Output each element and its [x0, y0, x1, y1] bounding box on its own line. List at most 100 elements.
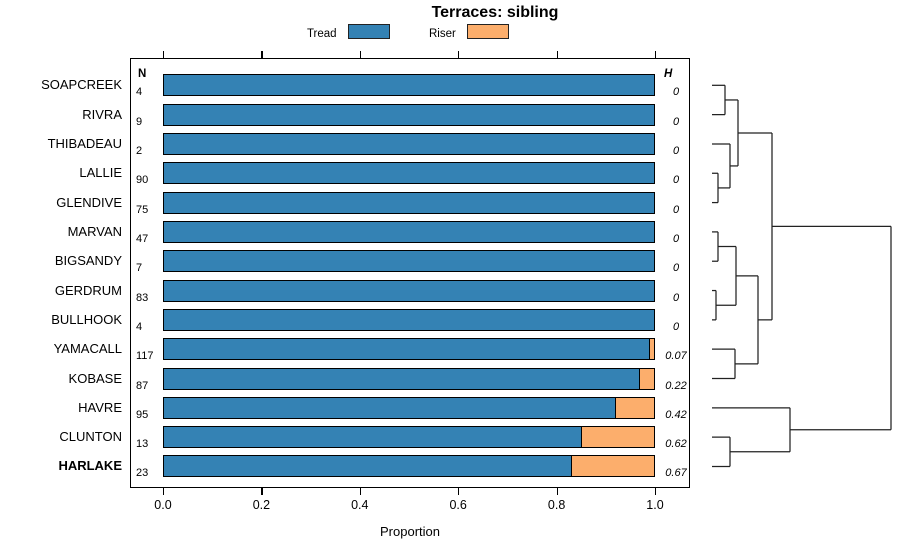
bar-tread-segment	[164, 221, 654, 242]
bar-tread-segment	[164, 251, 654, 272]
h-value: 0.67	[665, 467, 687, 480]
legend-label-riser: Riser	[428, 28, 456, 40]
x-tick-label: 0.8	[547, 498, 566, 512]
h-value: 0.22	[665, 379, 687, 392]
series-label: GLENDIVE	[56, 194, 122, 210]
bar	[163, 396, 655, 419]
x-axis-title: Proportion	[380, 524, 440, 539]
h-value: 0	[672, 291, 680, 304]
bar	[163, 74, 655, 97]
n-value: 4	[136, 86, 143, 99]
bar-tread-segment	[164, 397, 615, 418]
n-value: 9	[136, 115, 143, 128]
plot-area-frame	[130, 58, 690, 488]
x-tick-bottom	[556, 488, 558, 495]
x-tick-bottom	[261, 488, 263, 495]
x-tick-top	[261, 51, 263, 58]
series-label: CLUNTON	[59, 429, 122, 445]
series-label: LALLIE	[79, 165, 122, 181]
x-tick-bottom	[359, 488, 361, 495]
bar-riser-segment	[639, 368, 654, 389]
bar	[163, 426, 655, 449]
h-value: 0	[672, 262, 680, 275]
x-tick-bottom	[163, 488, 165, 495]
bar-riser-segment	[649, 339, 654, 360]
bar-tread-segment	[164, 104, 654, 125]
bar-tread-segment	[164, 456, 571, 477]
h-value: 0	[672, 115, 680, 128]
series-label: THIBADEAU	[47, 135, 122, 151]
series-label: MARVAN	[67, 223, 122, 239]
bar	[163, 308, 655, 331]
legend-item-riser: Riser	[428, 24, 510, 40]
h-value: 0	[672, 86, 680, 99]
series-label: RIVRA	[82, 106, 122, 122]
bar	[163, 279, 655, 302]
x-tick-top	[556, 51, 558, 58]
n-value: 23	[136, 467, 149, 480]
bar	[163, 250, 655, 273]
bar-tread-segment	[164, 368, 640, 389]
chart-title-text: Terraces: sibling	[431, 4, 559, 21]
bar-riser-segment	[614, 397, 654, 418]
n-column-header: N	[138, 68, 147, 80]
series-label: KOBASE	[68, 370, 122, 386]
h-value: 0.62	[665, 438, 687, 451]
series-label: BULLHOOK	[51, 311, 122, 327]
n-value: 2	[136, 144, 143, 157]
x-tick-top	[163, 51, 165, 58]
series-label: SOAPCREEK	[41, 77, 122, 93]
x-tick-top	[458, 51, 460, 58]
series-label: HARLAKE	[58, 458, 122, 474]
legend: Tread Riser	[0, 24, 816, 40]
h-column-header: H	[664, 68, 673, 80]
h-value: 0	[672, 203, 680, 216]
bar	[163, 220, 655, 243]
series-label: GERDRUM	[54, 282, 122, 298]
x-tick-bottom	[458, 488, 460, 495]
bar-tread-segment	[164, 75, 654, 96]
n-value: 47	[136, 232, 149, 245]
bar-tread-segment	[164, 192, 654, 213]
n-value: 90	[136, 174, 149, 187]
n-value: 117	[136, 350, 154, 363]
n-value: 75	[136, 203, 149, 216]
h-value: 0	[672, 320, 680, 333]
x-tick-top	[359, 51, 361, 58]
x-tick-label: 0.0	[154, 498, 172, 512]
series-label: BIGSANDY	[54, 253, 122, 269]
h-value: 0	[672, 174, 680, 187]
bar	[163, 338, 655, 361]
bar-riser-segment	[580, 427, 654, 448]
legend-swatch-tread	[347, 24, 390, 39]
h-value: 0.42	[665, 408, 687, 421]
legend-swatch-riser	[467, 24, 510, 39]
bar	[163, 132, 655, 155]
legend-label-tread: Tread	[306, 28, 337, 40]
bar-tread-segment	[164, 309, 654, 330]
legend-item-tread: Tread	[307, 24, 390, 40]
n-value: 4	[136, 320, 143, 333]
x-tick-label: 0.6	[449, 498, 467, 512]
h-value: 0.07	[665, 350, 687, 363]
x-tick-bottom	[655, 488, 657, 495]
chart-title: Terraces: sibling	[0, 4, 900, 22]
series-label: YAMACALL	[53, 341, 122, 357]
bar	[163, 455, 655, 478]
x-tick-top	[655, 51, 657, 58]
bar-tread-segment	[164, 339, 650, 360]
bar-tread-segment	[164, 427, 581, 448]
x-tick-label: 1.0	[646, 498, 664, 512]
series-label: HAVRE	[78, 399, 122, 415]
n-value: 83	[136, 291, 149, 304]
x-tick-label: 0.4	[351, 498, 369, 512]
n-value: 95	[136, 408, 149, 421]
n-value: 13	[136, 438, 149, 451]
bar	[163, 162, 655, 185]
n-value: 7	[136, 262, 143, 275]
bar	[163, 191, 655, 214]
bar-riser-segment	[570, 456, 654, 477]
bar-tread-segment	[164, 163, 654, 184]
x-tick-label: 0.2	[252, 498, 271, 512]
